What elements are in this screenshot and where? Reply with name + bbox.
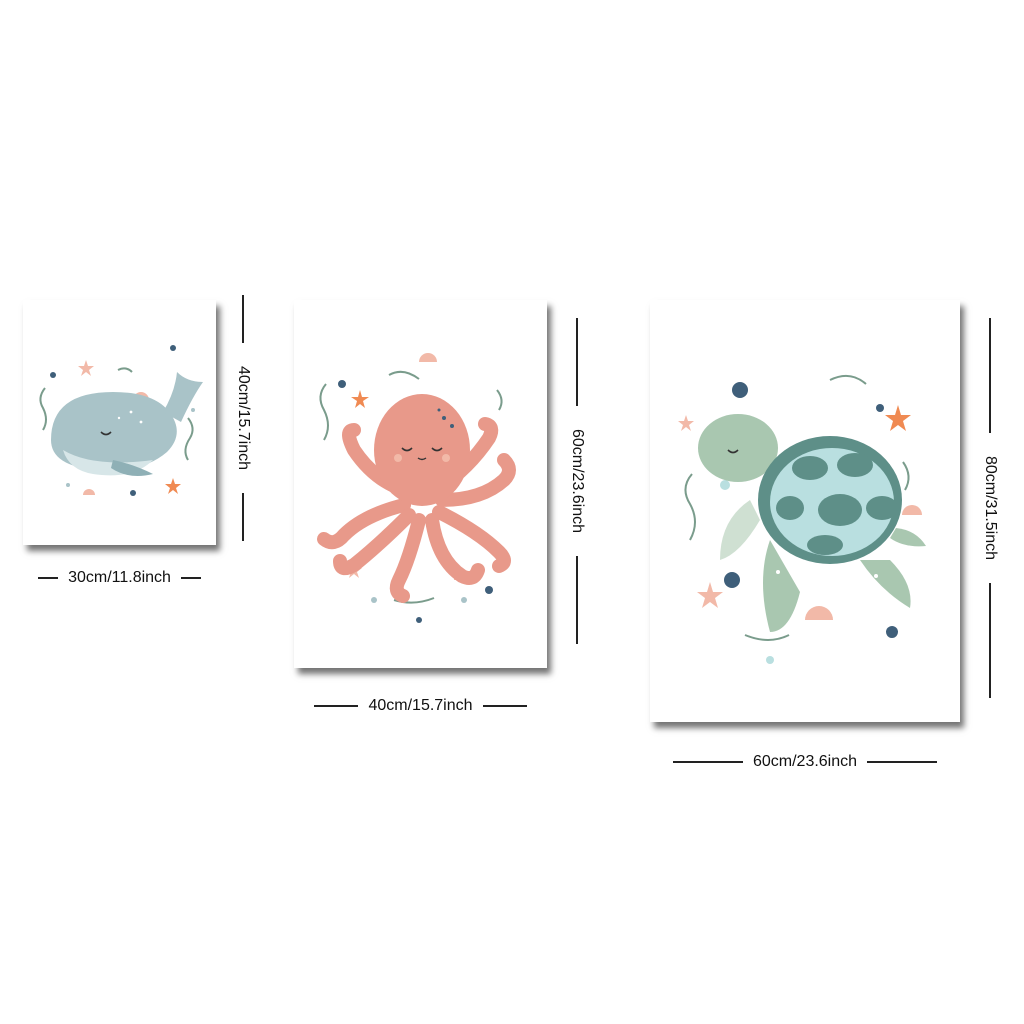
whale-width-dimension: 30cm/11.8inch <box>23 568 216 588</box>
whale-height-label: 40cm/15.7inch <box>235 365 252 471</box>
octopus-height-label: 60cm/23.6inch <box>569 428 586 533</box>
turtle-illustration <box>678 374 926 664</box>
whale-height-dimension: 40cm/15.7inch <box>233 293 253 543</box>
poster-octopus <box>294 300 547 668</box>
turtle-width-dimension: 60cm/23.6inch <box>650 752 960 772</box>
octopus-height-dimension: 60cm/23.6inch <box>567 293 587 668</box>
turtle-height-label: 80cm/31.5inch <box>982 455 999 561</box>
turtle-width-label: 60cm/23.6inch <box>752 753 858 770</box>
octopus-width-label: 40cm/15.7inch <box>368 697 473 714</box>
poster-whale <box>23 300 216 545</box>
poster-turtle <box>650 300 960 722</box>
whale-width-label: 30cm/11.8inch <box>68 569 171 586</box>
octopus-illustration <box>317 353 516 623</box>
turtle-height-dimension: 80cm/31.5inch <box>980 293 1000 723</box>
whale-illustration <box>39 345 203 496</box>
octopus-width-dimension: 40cm/15.7inch <box>294 696 547 716</box>
